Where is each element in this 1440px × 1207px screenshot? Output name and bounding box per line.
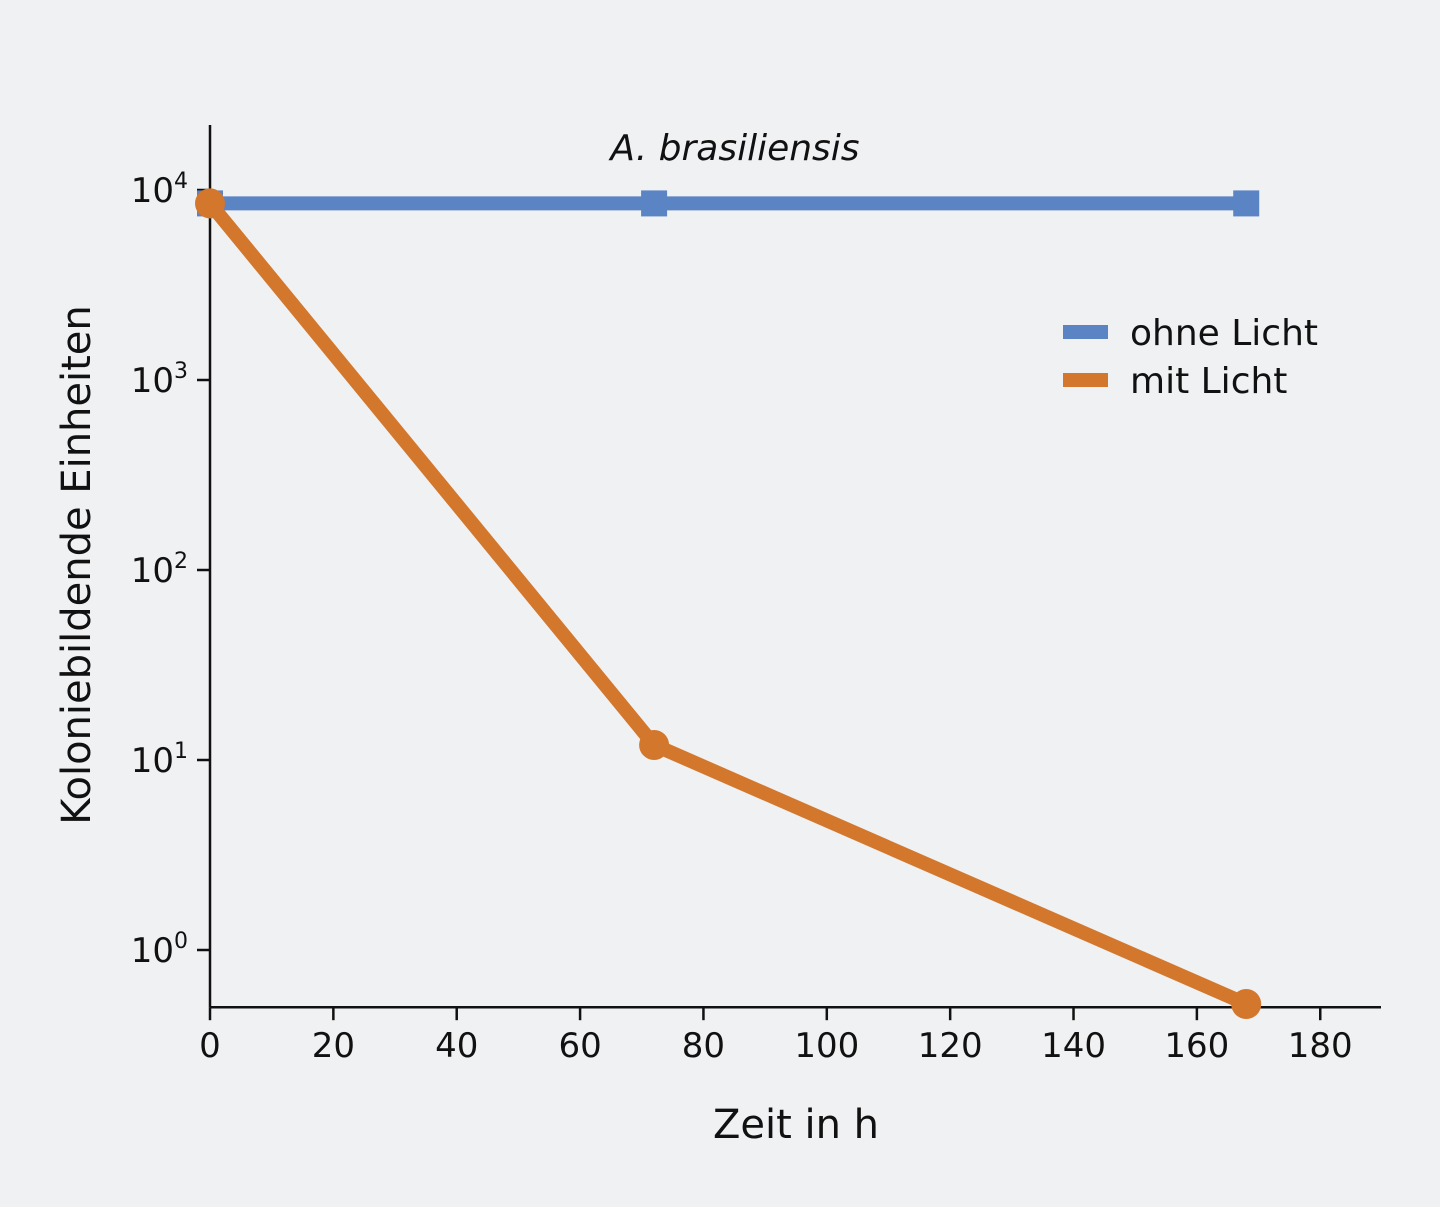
x-tick-label: 160 [1164, 1026, 1229, 1066]
data-point-square [1233, 190, 1260, 217]
data-point-circle [1231, 988, 1262, 1019]
y-tick-label: 103 [131, 359, 188, 401]
y-tick-label: 104 [131, 169, 188, 211]
data-point-circle [639, 729, 670, 760]
x-tick-label: 20 [312, 1026, 355, 1066]
y-axis-title: Koloniebildende Einheiten [54, 305, 100, 825]
x-tick-label: 60 [558, 1026, 601, 1066]
data-point-circle [195, 188, 225, 219]
legend: ohne Licht mit Licht [1063, 313, 1318, 402]
x-tick-label: 100 [794, 1026, 859, 1066]
x-tick-label: 120 [918, 1026, 983, 1066]
legend-swatch [1063, 373, 1108, 387]
series-layer [195, 188, 1262, 1019]
y-tick-label: 102 [131, 549, 188, 591]
legend-swatch [1063, 325, 1108, 339]
legend-label: mit Licht [1130, 361, 1287, 402]
x-tick-label: 80 [682, 1026, 725, 1066]
x-tick-label: 140 [1041, 1026, 1106, 1066]
legend-label: ohne Licht [1130, 313, 1318, 354]
data-point-square [641, 190, 668, 217]
x-tick-label: 180 [1288, 1026, 1353, 1066]
y-tick-label: 100 [131, 929, 188, 971]
x-tick-label: 0 [199, 1026, 221, 1066]
axes: 0 20 40 60 80 100 120 140 160 180 100 101 102 103 104 [131, 125, 1381, 1066]
y-tick-label: 101 [131, 739, 188, 781]
x-axis-title: Zeit in h [713, 1102, 879, 1148]
chart-title: A. brasiliensis [608, 128, 859, 169]
x-tick-label: 40 [435, 1026, 478, 1066]
